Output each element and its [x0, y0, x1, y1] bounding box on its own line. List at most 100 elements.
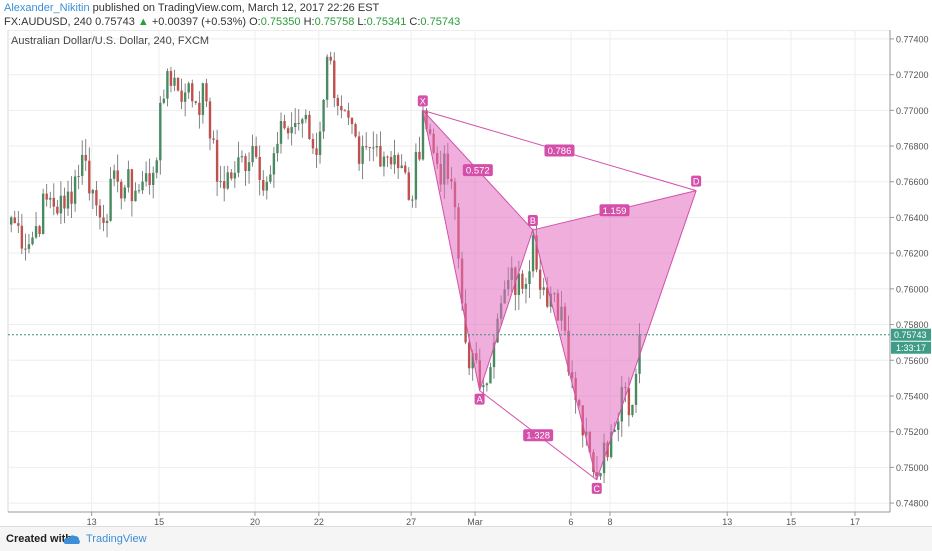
- candle-up: [372, 147, 375, 149]
- candle-down: [84, 154, 87, 161]
- grid: [8, 30, 890, 512]
- candle-down: [340, 105, 343, 111]
- candle-up: [183, 92, 187, 102]
- candle-down: [223, 181, 226, 189]
- candle-up: [166, 71, 169, 99]
- candle-up: [382, 156, 386, 167]
- price-chart[interactable]: X A B C D 0.572 0.786 1.159 1.328 0.77400 0.77200…: [0, 29, 932, 527]
- candle-up: [617, 421, 620, 430]
- pattern-point-box: [691, 175, 702, 187]
- candle-down: [254, 146, 258, 157]
- candle-up: [27, 244, 31, 249]
- candle-down: [379, 146, 382, 167]
- candle-up: [240, 156, 244, 158]
- candle-up: [247, 162, 251, 172]
- candle-down: [396, 154, 400, 169]
- time-axis[interactable]: 13 15 20 22 27 Mar 6 8 13 15 17: [8, 511, 890, 527]
- candle-down: [38, 226, 41, 234]
- candle-down: [194, 101, 197, 103]
- candle-up: [91, 190, 95, 194]
- candle-down: [20, 225, 24, 249]
- candle-up: [152, 172, 155, 185]
- candle-down: [17, 223, 20, 226]
- x-tick-label: Mar: [467, 517, 483, 526]
- last-price: 0.75743: [95, 16, 135, 28]
- candle-down: [120, 181, 123, 199]
- candle-up: [290, 127, 293, 134]
- candle-up: [489, 367, 492, 384]
- candle-up: [159, 102, 162, 161]
- candle-down: [208, 101, 212, 139]
- y-tick-label: 0.76600: [896, 177, 929, 187]
- candle-up: [233, 172, 237, 179]
- candle-down: [244, 156, 247, 172]
- close-value: 0.75743: [420, 16, 461, 28]
- candle-down: [286, 128, 290, 134]
- pattern-triangle-bcd: [532, 190, 697, 480]
- leg-xa: [422, 110, 481, 391]
- candle-up: [109, 178, 112, 221]
- candle-up: [421, 110, 425, 160]
- candle-up: [81, 154, 84, 177]
- chart-frame[interactable]: X A B C D 0.572 0.786 1.159 1.328 0.77400 0.77200…: [0, 29, 932, 527]
- candle-up: [517, 273, 521, 295]
- y-tick-label: 0.76000: [896, 284, 929, 294]
- candle-up: [325, 56, 329, 100]
- pattern-point-x: X: [420, 96, 426, 106]
- candle-up: [226, 172, 229, 189]
- tradingview-cloud-icon: [63, 535, 80, 544]
- candle-up: [414, 151, 418, 200]
- candle-down: [130, 169, 134, 202]
- candle-up: [112, 170, 116, 179]
- pattern-point-c: C: [594, 484, 601, 494]
- candle-down: [315, 148, 318, 155]
- high-label: H:: [303, 16, 315, 28]
- candle-down: [148, 173, 151, 185]
- candle-up: [237, 157, 240, 173]
- price-axis[interactable]: 0.77400 0.77200 0.77000 0.76800 0.76600 0.764…: [889, 30, 931, 512]
- candle-up: [141, 181, 144, 191]
- candle-down: [386, 156, 389, 158]
- candle-down: [283, 121, 286, 129]
- candle-down: [56, 206, 59, 214]
- candle-up: [31, 237, 34, 245]
- candle-up: [144, 173, 148, 182]
- candle-up: [219, 181, 222, 183]
- harmonic-pattern[interactable]: X A B C D 0.572 0.786 1.159 1.328: [417, 95, 702, 494]
- candle-up: [361, 146, 364, 164]
- candle-down: [535, 235, 538, 270]
- candle-up: [59, 195, 63, 214]
- candle-up: [34, 226, 38, 238]
- y-tick-label: 0.77200: [896, 70, 929, 80]
- candle-up: [482, 385, 485, 388]
- candle-up: [631, 404, 634, 416]
- open-label: O:: [249, 16, 261, 28]
- tradingview-link[interactable]: TradingView: [86, 533, 147, 545]
- pattern-triangle-xab: [422, 110, 533, 391]
- ratio-box: [462, 164, 493, 177]
- candle-down: [538, 269, 542, 290]
- candle-down: [88, 160, 91, 194]
- x-tick-label: 15: [786, 517, 796, 526]
- publish-text: published on TradingView.com, March 12, …: [89, 2, 380, 14]
- candle-down: [258, 156, 261, 180]
- candle-up: [613, 429, 616, 432]
- candle-down: [354, 124, 357, 137]
- y-tick-label: 0.76800: [896, 142, 929, 152]
- candle-down: [546, 287, 549, 307]
- candle-down: [45, 193, 48, 200]
- candle-down: [102, 217, 105, 224]
- countdown-label: 1:33:17: [896, 343, 926, 353]
- x-tick-label: 17: [850, 517, 860, 526]
- pattern-point-b: B: [530, 216, 536, 226]
- candle-up: [201, 83, 205, 115]
- candle-down: [343, 110, 347, 112]
- candle-up: [322, 99, 325, 132]
- ratio-box: [523, 429, 554, 442]
- ratio-label: 0.786: [548, 146, 572, 157]
- candle-down: [521, 273, 524, 289]
- candle-up: [276, 143, 279, 154]
- candle-down: [95, 190, 98, 206]
- author-link[interactable]: Alexander_Nikitin: [4, 2, 90, 14]
- y-tick-label: 0.75200: [896, 427, 929, 437]
